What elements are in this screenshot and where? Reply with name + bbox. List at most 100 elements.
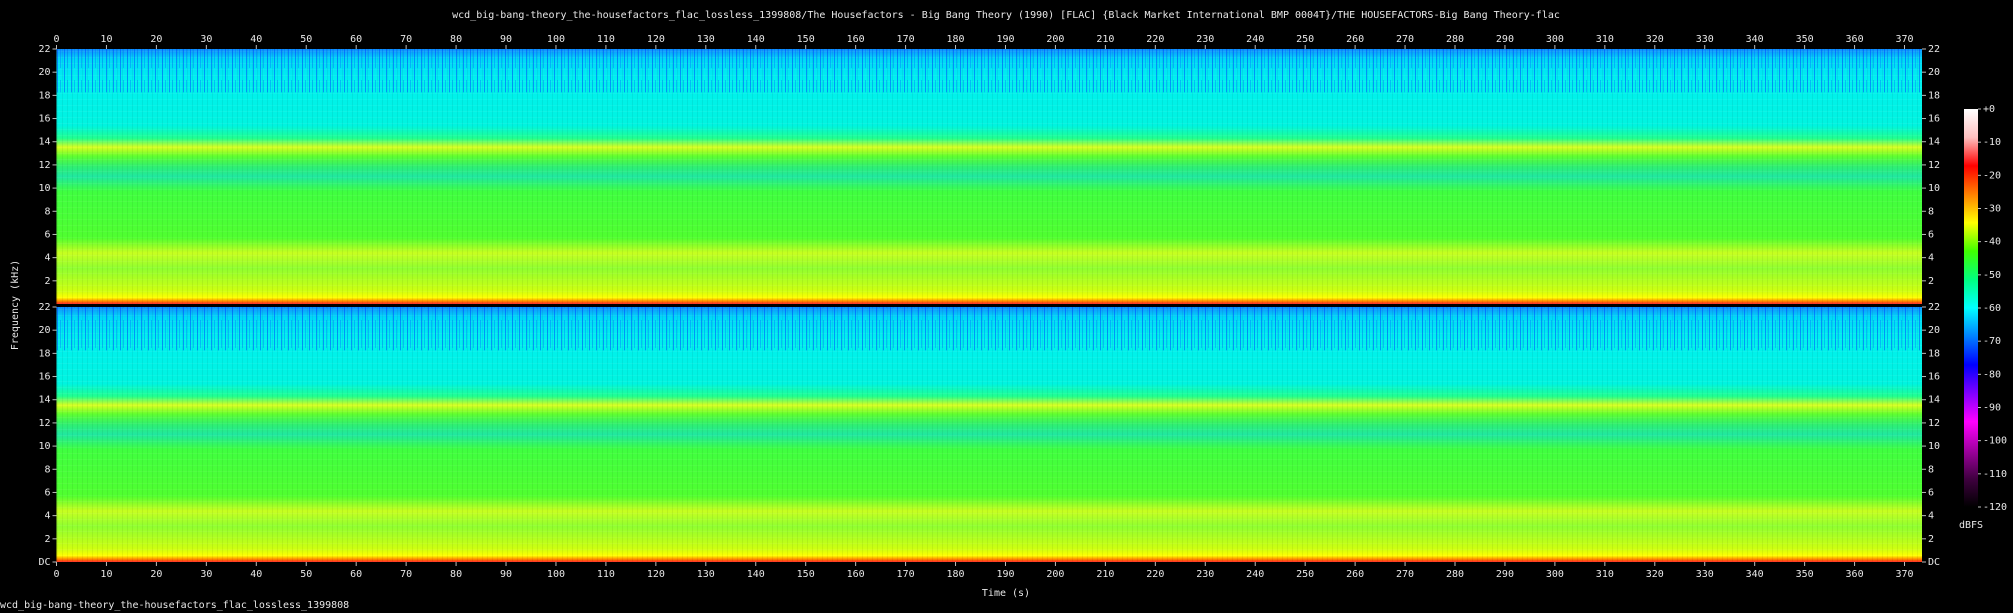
x-tick-label: 370: [1895, 34, 1913, 45]
x-tick-label: 50: [300, 34, 312, 45]
y-tick-label: 20: [1928, 67, 1940, 78]
colorbar-label: dBFS: [1959, 520, 1983, 531]
x-tick-label: 360: [1846, 34, 1864, 45]
colorbar-tick-label: -10: [1983, 137, 2001, 148]
spectrogram-streaks: [56, 307, 1922, 351]
x-tick-label: 250: [1296, 569, 1314, 580]
x-tick-label: 360: [1846, 569, 1864, 580]
x-tick-label: 170: [897, 569, 915, 580]
colorbar-tick-label: +0: [1983, 104, 1995, 115]
x-tick-label: 40: [250, 569, 262, 580]
x-tick-label: 210: [1096, 569, 1114, 580]
y-tick-label: 2: [1928, 276, 1934, 287]
y-tick-label: 8: [44, 464, 50, 475]
x-tick-label: 120: [647, 34, 665, 45]
x-tick-label: 70: [400, 34, 412, 45]
x-tick-label: 180: [947, 569, 965, 580]
colorbar-tick-label: -100: [1983, 436, 2007, 447]
chart-title: wcd_big-bang-theory_the-housefactors_fla…: [452, 10, 1560, 21]
colorbar-tick-label: -50: [1983, 270, 2001, 281]
y-tick-label: 8: [44, 206, 50, 217]
colorbar-tick-label: -120: [1983, 502, 2007, 513]
x-tick-label: 30: [200, 569, 212, 580]
y-tick-label: 14: [38, 137, 50, 148]
y-tick-label: 6: [1928, 229, 1934, 240]
x-axis-label: Time (s): [982, 588, 1030, 599]
x-tick-label: 140: [747, 569, 765, 580]
x-tick-label: 130: [697, 569, 715, 580]
x-tick-label: 210: [1096, 34, 1114, 45]
x-tick-label: 20: [150, 569, 162, 580]
y-tick-label: 12: [1928, 418, 1940, 429]
y-tick-label: 6: [44, 229, 50, 240]
colorbar-tick-label: -80: [1983, 369, 2001, 380]
x-tick-label: 190: [996, 34, 1014, 45]
x-tick-label: 330: [1696, 34, 1714, 45]
colorbar-tick-label: -20: [1983, 170, 2001, 181]
x-tick-label: 240: [1246, 34, 1264, 45]
x-tick-label: 320: [1646, 34, 1664, 45]
x-tick-label: 300: [1546, 569, 1564, 580]
y-tick-label: 4: [44, 253, 50, 264]
x-tick-label: 150: [797, 34, 815, 45]
y-tick-label: 18: [38, 90, 50, 101]
x-tick-label: 260: [1346, 34, 1364, 45]
y-tick-label: 10: [1928, 183, 1940, 194]
y-tick-label: 16: [1928, 372, 1940, 383]
x-tick-label: 200: [1046, 569, 1064, 580]
x-tick-label: 230: [1196, 34, 1214, 45]
y-tick-label: 12: [38, 418, 50, 429]
x-tick-label: 250: [1296, 34, 1314, 45]
y-tick-label: 10: [38, 441, 50, 452]
y-tick-label: 20: [38, 67, 50, 78]
y-tick-label: 22: [1928, 302, 1940, 313]
x-tick-label: 350: [1796, 569, 1814, 580]
y-tick-label: 18: [38, 348, 50, 359]
x-tick-label: 200: [1046, 34, 1064, 45]
y-tick-label: 10: [1928, 441, 1940, 452]
y-tick-label: 22: [38, 44, 50, 55]
x-tick-label: 10: [100, 34, 112, 45]
x-tick-label: 260: [1346, 569, 1364, 580]
y-tick-label: 8: [1928, 464, 1934, 475]
x-tick-label: 230: [1196, 569, 1214, 580]
y-tick-label: 8: [1928, 206, 1934, 217]
x-tick-label: 280: [1446, 34, 1464, 45]
x-tick-label: 340: [1746, 569, 1764, 580]
x-tick-label: 120: [647, 569, 665, 580]
x-tick-label: 190: [996, 569, 1014, 580]
x-tick-label: 270: [1396, 569, 1414, 580]
x-tick-label: 130: [697, 34, 715, 45]
y-tick-label: 22: [38, 302, 50, 313]
x-tick-label: 220: [1146, 569, 1164, 580]
x-tick-label: 290: [1496, 569, 1514, 580]
x-tick-label: 270: [1396, 34, 1414, 45]
x-tick-label: 100: [547, 34, 565, 45]
colorbar-tick-label: -70: [1983, 336, 2001, 347]
y-tick-label: 18: [1928, 348, 1940, 359]
y-tick-label: 4: [1928, 253, 1934, 264]
x-tick-label: 90: [500, 569, 512, 580]
x-tick-label: 170: [897, 34, 915, 45]
x-tick-label: 160: [847, 569, 865, 580]
x-tick-label: 0: [53, 34, 59, 45]
x-tick-label: 300: [1546, 34, 1564, 45]
y-tick-label: DC: [38, 557, 50, 568]
x-tick-label: 50: [300, 569, 312, 580]
y-tick-label: 20: [1928, 325, 1940, 336]
colorbar-tick-label: -30: [1983, 204, 2001, 215]
y-tick-label: 4: [44, 511, 50, 522]
x-tick-label: 30: [200, 34, 212, 45]
x-tick-label: 10: [100, 569, 112, 580]
y-tick-label: 14: [38, 395, 50, 406]
y-axis-label: Frequency (kHz): [10, 260, 21, 350]
footer: wcd_big-bang-theory_the-housefactors_fla…: [0, 600, 349, 611]
colorbar-tick-label: -110: [1983, 469, 2007, 480]
x-tick-label: 100: [547, 569, 565, 580]
x-tick-label: 310: [1596, 569, 1614, 580]
y-tick-label: 6: [44, 487, 50, 498]
colorbar-tick-label: -60: [1983, 303, 2001, 314]
x-tick-label: 240: [1246, 569, 1264, 580]
y-tick-label: 4: [1928, 511, 1934, 522]
x-tick-label: 110: [597, 34, 615, 45]
